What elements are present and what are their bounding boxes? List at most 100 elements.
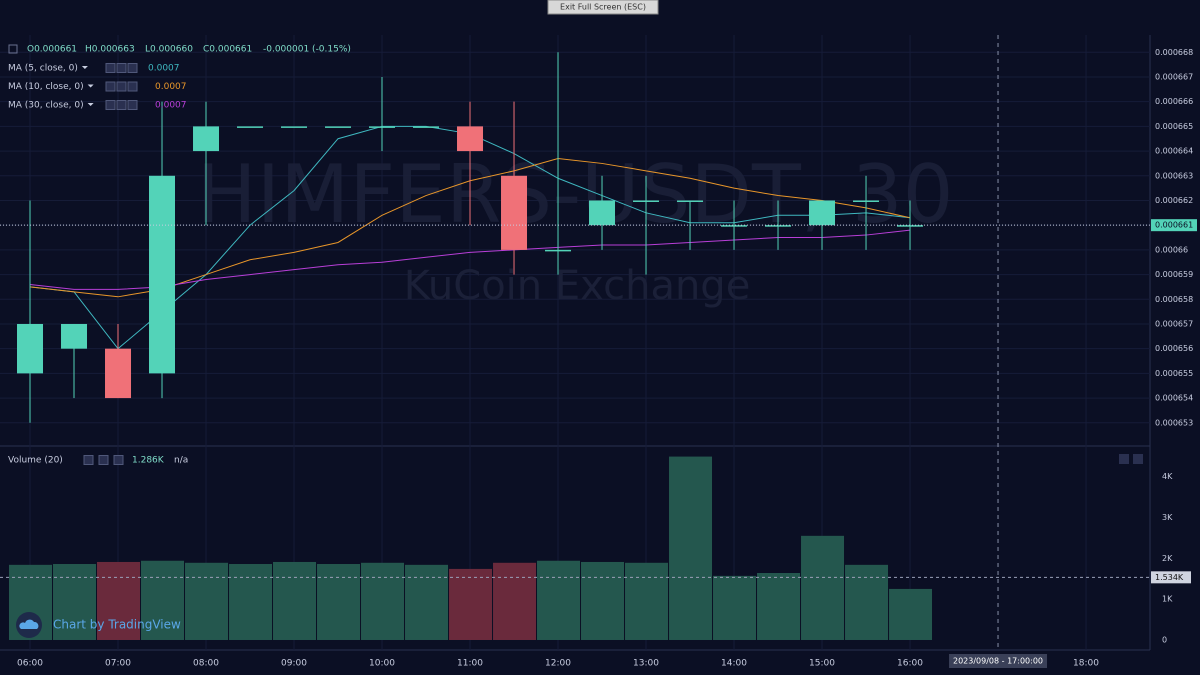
candle-body [237, 126, 264, 128]
y-tick-label: 0.000656 [1155, 344, 1193, 353]
y-tick-label: 0.000666 [1155, 97, 1193, 106]
x-tick-label: 08:00 [193, 659, 219, 669]
volume-bar [273, 561, 317, 640]
panel-button[interactable] [1133, 454, 1143, 464]
candle-body [897, 225, 924, 227]
x-tick-label: 09:00 [281, 659, 307, 669]
legend-button[interactable] [113, 455, 124, 465]
x-tick-label: 13:00 [633, 659, 659, 669]
tradingview-logo-cloud [19, 619, 39, 629]
ohlc-value: L0.000660 [145, 45, 193, 55]
y-tick-label: 0.000653 [1155, 418, 1193, 427]
y-tick-label: 0.000663 [1155, 171, 1193, 180]
ohlc-value: H0.000663 [85, 45, 135, 55]
legend-button[interactable] [127, 100, 138, 110]
exit-fullscreen-label[interactable]: Exit Full Screen (ESC) [560, 3, 646, 12]
volume-bar [625, 562, 669, 640]
legend-button[interactable] [105, 100, 116, 110]
collapse-icon[interactable] [8, 44, 18, 54]
crosshair-label: 2023/09/08 - 17:00:00 [953, 657, 1043, 666]
legend-button[interactable] [127, 63, 138, 73]
volume-bar [537, 560, 581, 640]
volume-tick-label: 0 [1162, 635, 1167, 644]
volume-tick-label: 1K [1162, 595, 1173, 604]
crosshair-box [949, 654, 1048, 668]
y-tick-label: 0.000659 [1155, 270, 1193, 279]
legend-button[interactable] [83, 455, 94, 465]
x-tick-label: 11:00 [457, 659, 483, 669]
volume-bar [185, 562, 229, 640]
y-tick-label: 0.000655 [1155, 369, 1193, 378]
volume-bar [713, 575, 757, 640]
dropdown-arrow [87, 103, 94, 106]
candle-body [369, 126, 396, 128]
watermark-symbol: HIMFERS-USDT, 30 [196, 148, 953, 241]
y-tick-label: 0.000665 [1155, 122, 1193, 131]
candle-body [149, 175, 176, 374]
ohlc-value: -0.000001 (-0.15%) [263, 45, 351, 55]
volume-bar [53, 564, 97, 640]
x-tick-label: 10:00 [369, 659, 395, 669]
ma-legend-value: 0.0007 [148, 64, 180, 74]
ohlc-value: C0.000661 [203, 45, 252, 55]
panel-button[interactable] [1119, 454, 1129, 464]
x-tick-label: 16:00 [897, 659, 923, 669]
x-tick-label: 18:00 [1073, 659, 1099, 669]
ma-legend-name[interactable]: MA (30, close, 0) [8, 101, 84, 111]
ma-legend-value: 0.0007 [155, 101, 187, 111]
legend-button[interactable] [98, 455, 109, 465]
candle-body [105, 348, 132, 399]
volume-bar [229, 564, 273, 640]
dropdown-arrow [87, 84, 94, 88]
candle-body [325, 126, 352, 128]
candle-body [457, 126, 484, 152]
y-tick-label: 0.00066 [1155, 245, 1188, 254]
ma-legend-value: 0.0007 [155, 82, 187, 92]
legend-button[interactable] [116, 63, 127, 73]
ma-legend-name[interactable]: MA (10, close, 0) [8, 82, 84, 92]
legend-button[interactable] [105, 63, 116, 73]
candle-body [281, 126, 308, 128]
dropdown-arrow [81, 66, 88, 69]
volume-bar [317, 564, 361, 640]
volume-bar [757, 572, 801, 640]
volume-bar [405, 564, 449, 640]
y-tick-label: 0.000658 [1155, 295, 1193, 304]
candle-body [721, 225, 748, 227]
volume-bar [669, 456, 713, 640]
candle-body [413, 126, 440, 128]
y-tick-label: 0.000667 [1155, 72, 1193, 81]
legend-button[interactable] [105, 81, 116, 92]
volume-bar [449, 568, 493, 640]
volume-title: Volume (20) [8, 456, 63, 466]
volume-extra: n/a [174, 456, 188, 466]
branding-label[interactable]: Chart by TradingView [53, 618, 181, 632]
x-tick-label: 14:00 [721, 659, 747, 669]
legend-button[interactable] [116, 81, 127, 92]
y-tick-label: 0.000662 [1155, 196, 1193, 205]
watermark-exchange: KuCoin Exchange [404, 263, 751, 309]
last-price-label: 0.000661 [1155, 221, 1193, 230]
exit-fullscreen-button[interactable] [547, 0, 659, 15]
legend-button[interactable] [127, 81, 138, 92]
volume-bar [361, 562, 405, 640]
y-tick-label: 0.000668 [1155, 48, 1193, 57]
volume-tick-label: 3K [1162, 513, 1173, 522]
legend-button[interactable] [116, 100, 127, 110]
candle-body [809, 200, 836, 226]
candle-body [545, 249, 572, 252]
x-tick-label: 12:00 [545, 659, 571, 669]
volume-tick-label: 4K [1162, 472, 1173, 481]
candle-body [193, 126, 220, 152]
volume-bar [141, 560, 185, 640]
candle-body [61, 323, 88, 349]
candle-body [677, 200, 704, 202]
y-tick-label: 0.000664 [1155, 147, 1193, 156]
y-tick-label: 0.000657 [1155, 319, 1193, 328]
volume-marker-box [1151, 571, 1191, 584]
ma-legend-name[interactable]: MA (5, close, 0) [8, 64, 78, 74]
ohlc-value: O0.000661 [27, 45, 77, 55]
volume-bar [801, 535, 845, 640]
